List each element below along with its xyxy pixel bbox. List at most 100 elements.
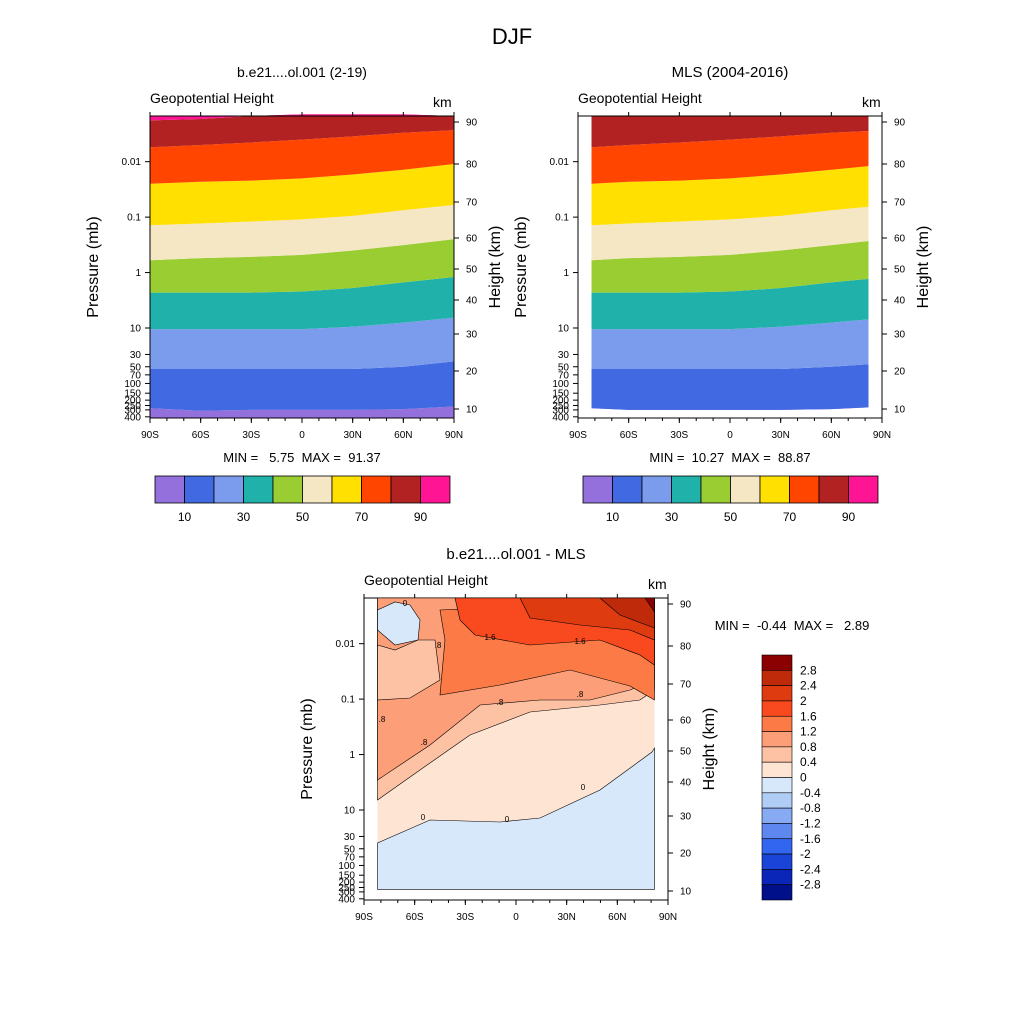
colorbar-diff-label: 2.4: [800, 679, 817, 693]
colorbar-mls-label: 30: [665, 510, 679, 524]
panel-mls-ylabel: Pressure (mb): [513, 216, 530, 317]
panel-mls-band: [591, 116, 869, 148]
panel-mls-x-tick-label: 30S: [670, 430, 688, 441]
colorbar-model-swatch: [154, 475, 185, 504]
panel-model-y-tick-label: 70: [130, 370, 142, 381]
panel-model-y-tick-label: 0.01: [122, 157, 142, 168]
panel-diff-right-tick-label: 10: [680, 887, 692, 898]
panel-mls-band: [591, 278, 869, 330]
panel-model-unit-label: km: [433, 94, 452, 110]
colorbar-model-swatch: [331, 475, 362, 504]
panel-diff-right-tick-label: 90: [680, 600, 692, 611]
panel-diff-right-tick-label: 40: [680, 778, 692, 789]
panel-mls-field-label: Geopotential Height: [578, 90, 702, 106]
panel-mls-y-tick-label: 30: [558, 350, 570, 361]
colorbar-model-label: 30: [237, 510, 251, 524]
colorbar-diff-label: 2.8: [800, 663, 817, 677]
panel-mls-band: [591, 206, 869, 261]
colorbar-diff-label: -0.4: [800, 786, 821, 800]
panel-model-right-tick-label: 40: [466, 296, 478, 307]
colorbar-mls-label: 50: [724, 510, 738, 524]
panel-mls-band: [591, 131, 869, 184]
panel-diff-right-tick-label: 70: [680, 680, 692, 691]
panel-mls-y-tick-label: 400: [552, 412, 569, 423]
panel-model-y-tick-label: 200: [124, 396, 141, 407]
colorbar-mls-label: 10: [606, 510, 620, 524]
panel-model-band: [150, 163, 454, 226]
colorbar-diff-swatch: [761, 746, 793, 763]
panel-model-x-tick-label: 60N: [394, 430, 412, 441]
panel-mls-right-tick-label: 30: [894, 330, 906, 341]
panel-diff-contour-label: 0: [505, 815, 510, 824]
panel-diff-contour-label: 0: [421, 813, 426, 822]
panel-model-title: b.e21....ol.001 (2-19): [237, 64, 367, 80]
panel-mls-y-tick-label: 1: [563, 268, 569, 279]
colorbar-model-swatch: [420, 475, 451, 504]
panel-model: b.e21....ol.001 (2-19) Geopotential Heig…: [85, 64, 504, 465]
panel-mls-x-tick-label: 30N: [771, 430, 789, 441]
colorbar-mls-swatch: [671, 475, 702, 504]
panel-diff-field-label: Geopotential Height: [364, 572, 488, 588]
colorbar-mls-swatch: [789, 475, 820, 504]
panel-diff-x-tick-label: 90S: [355, 912, 373, 923]
colorbar-diff-swatch: [761, 654, 793, 671]
panel-mls-y-tick-label: 10: [558, 324, 570, 335]
panel-diff-y-tick-label: 150: [338, 871, 355, 882]
panel-mls-y-tick-label: 0.1: [555, 213, 569, 224]
colorbar-mls-label: 90: [842, 510, 856, 524]
panel-diff-band: [599, 597, 655, 629]
colorbar-diff-swatch: [761, 777, 793, 794]
panel-mls-ylabel-right: Height (km): [915, 226, 932, 309]
panel-model-y-tick-label: 10: [130, 324, 142, 335]
panel-model-x-tick-label: 90N: [445, 430, 463, 441]
colorbar-model-label: 70: [355, 510, 369, 524]
panel-mls-y-tick-label: 0.01: [550, 157, 570, 168]
colorbar-diff-swatch: [761, 761, 793, 778]
colorbar-mls-swatch: [759, 475, 790, 504]
colorbar-diff-swatch: [761, 823, 793, 840]
panel-diff-contour-label: 0: [403, 599, 408, 608]
colorbar-diff-label: 2: [800, 694, 807, 708]
panel-mls-x-tick-label: 0: [727, 430, 733, 441]
colorbar-mls: 10 30 50 70 90: [582, 475, 879, 524]
panel-model-right-tick-label: 80: [466, 160, 478, 171]
colorbar-model-swatch: [213, 475, 244, 504]
panel-model-right-tick-label: 20: [466, 367, 478, 378]
panel-mls-right-tick-label: 40: [894, 296, 906, 307]
panel-model-right-tick-label: 30: [466, 330, 478, 341]
panel-mls-title: MLS (2004-2016): [672, 64, 789, 81]
panel-diff-right-tick-label: 20: [680, 849, 692, 860]
panel-diff-x-tick-label: 30N: [557, 912, 575, 923]
colorbar-diff-label: 1.6: [800, 709, 817, 723]
panel-diff-ylabel: Pressure (mb): [299, 698, 316, 799]
panel-mls-y-tick-label: 100: [552, 379, 569, 390]
panel-diff-contour-label: 1.6: [574, 637, 586, 646]
colorbar-diff: 2.82.421.61.20.80.40-0.4-0.8-1.2-1.6-2-2…: [761, 654, 821, 901]
panel-mls-y-tick-label: 200: [552, 396, 569, 407]
panel-diff-contour-label: .8: [577, 690, 584, 699]
panel-diff-min-max: MIN = -0.44 MAX = 2.89: [715, 618, 870, 633]
panel-mls-y-tick-label: 300: [552, 405, 569, 416]
panel-diff-contour-label: .8: [421, 738, 428, 747]
panel-diff-y-tick-label: 10: [344, 806, 356, 817]
panel-diff-y-tick-label: 70: [344, 852, 356, 863]
panel-model-right-tick-label: 70: [466, 198, 478, 209]
colorbar-diff-swatch: [761, 670, 793, 686]
colorbar-diff-swatch: [761, 884, 793, 901]
colorbar-diff-swatch: [761, 838, 793, 855]
panel-model-right-tick-label: 50: [466, 265, 478, 276]
colorbar-model-swatch: [243, 475, 274, 504]
panel-mls-y-tick-label: 70: [558, 370, 570, 381]
panel-model-band: [150, 317, 454, 370]
colorbar-model-swatch: [272, 475, 303, 504]
colorbar-diff-swatch: [761, 731, 793, 748]
panel-diff-y-tick-label: 250: [338, 883, 355, 894]
panel-mls-band: [591, 166, 869, 226]
panel-model-band: [150, 406, 454, 418]
colorbar-model-label: 50: [296, 510, 310, 524]
panel-diff-contour-label: 0: [581, 783, 586, 792]
panel-model-plot: 90S 60S 30S 0 30N 60N 90N0.010.111030507010015…: [85, 112, 504, 441]
colorbar-diff-swatch: [761, 700, 793, 717]
colorbar-mls-swatch: [582, 475, 613, 504]
